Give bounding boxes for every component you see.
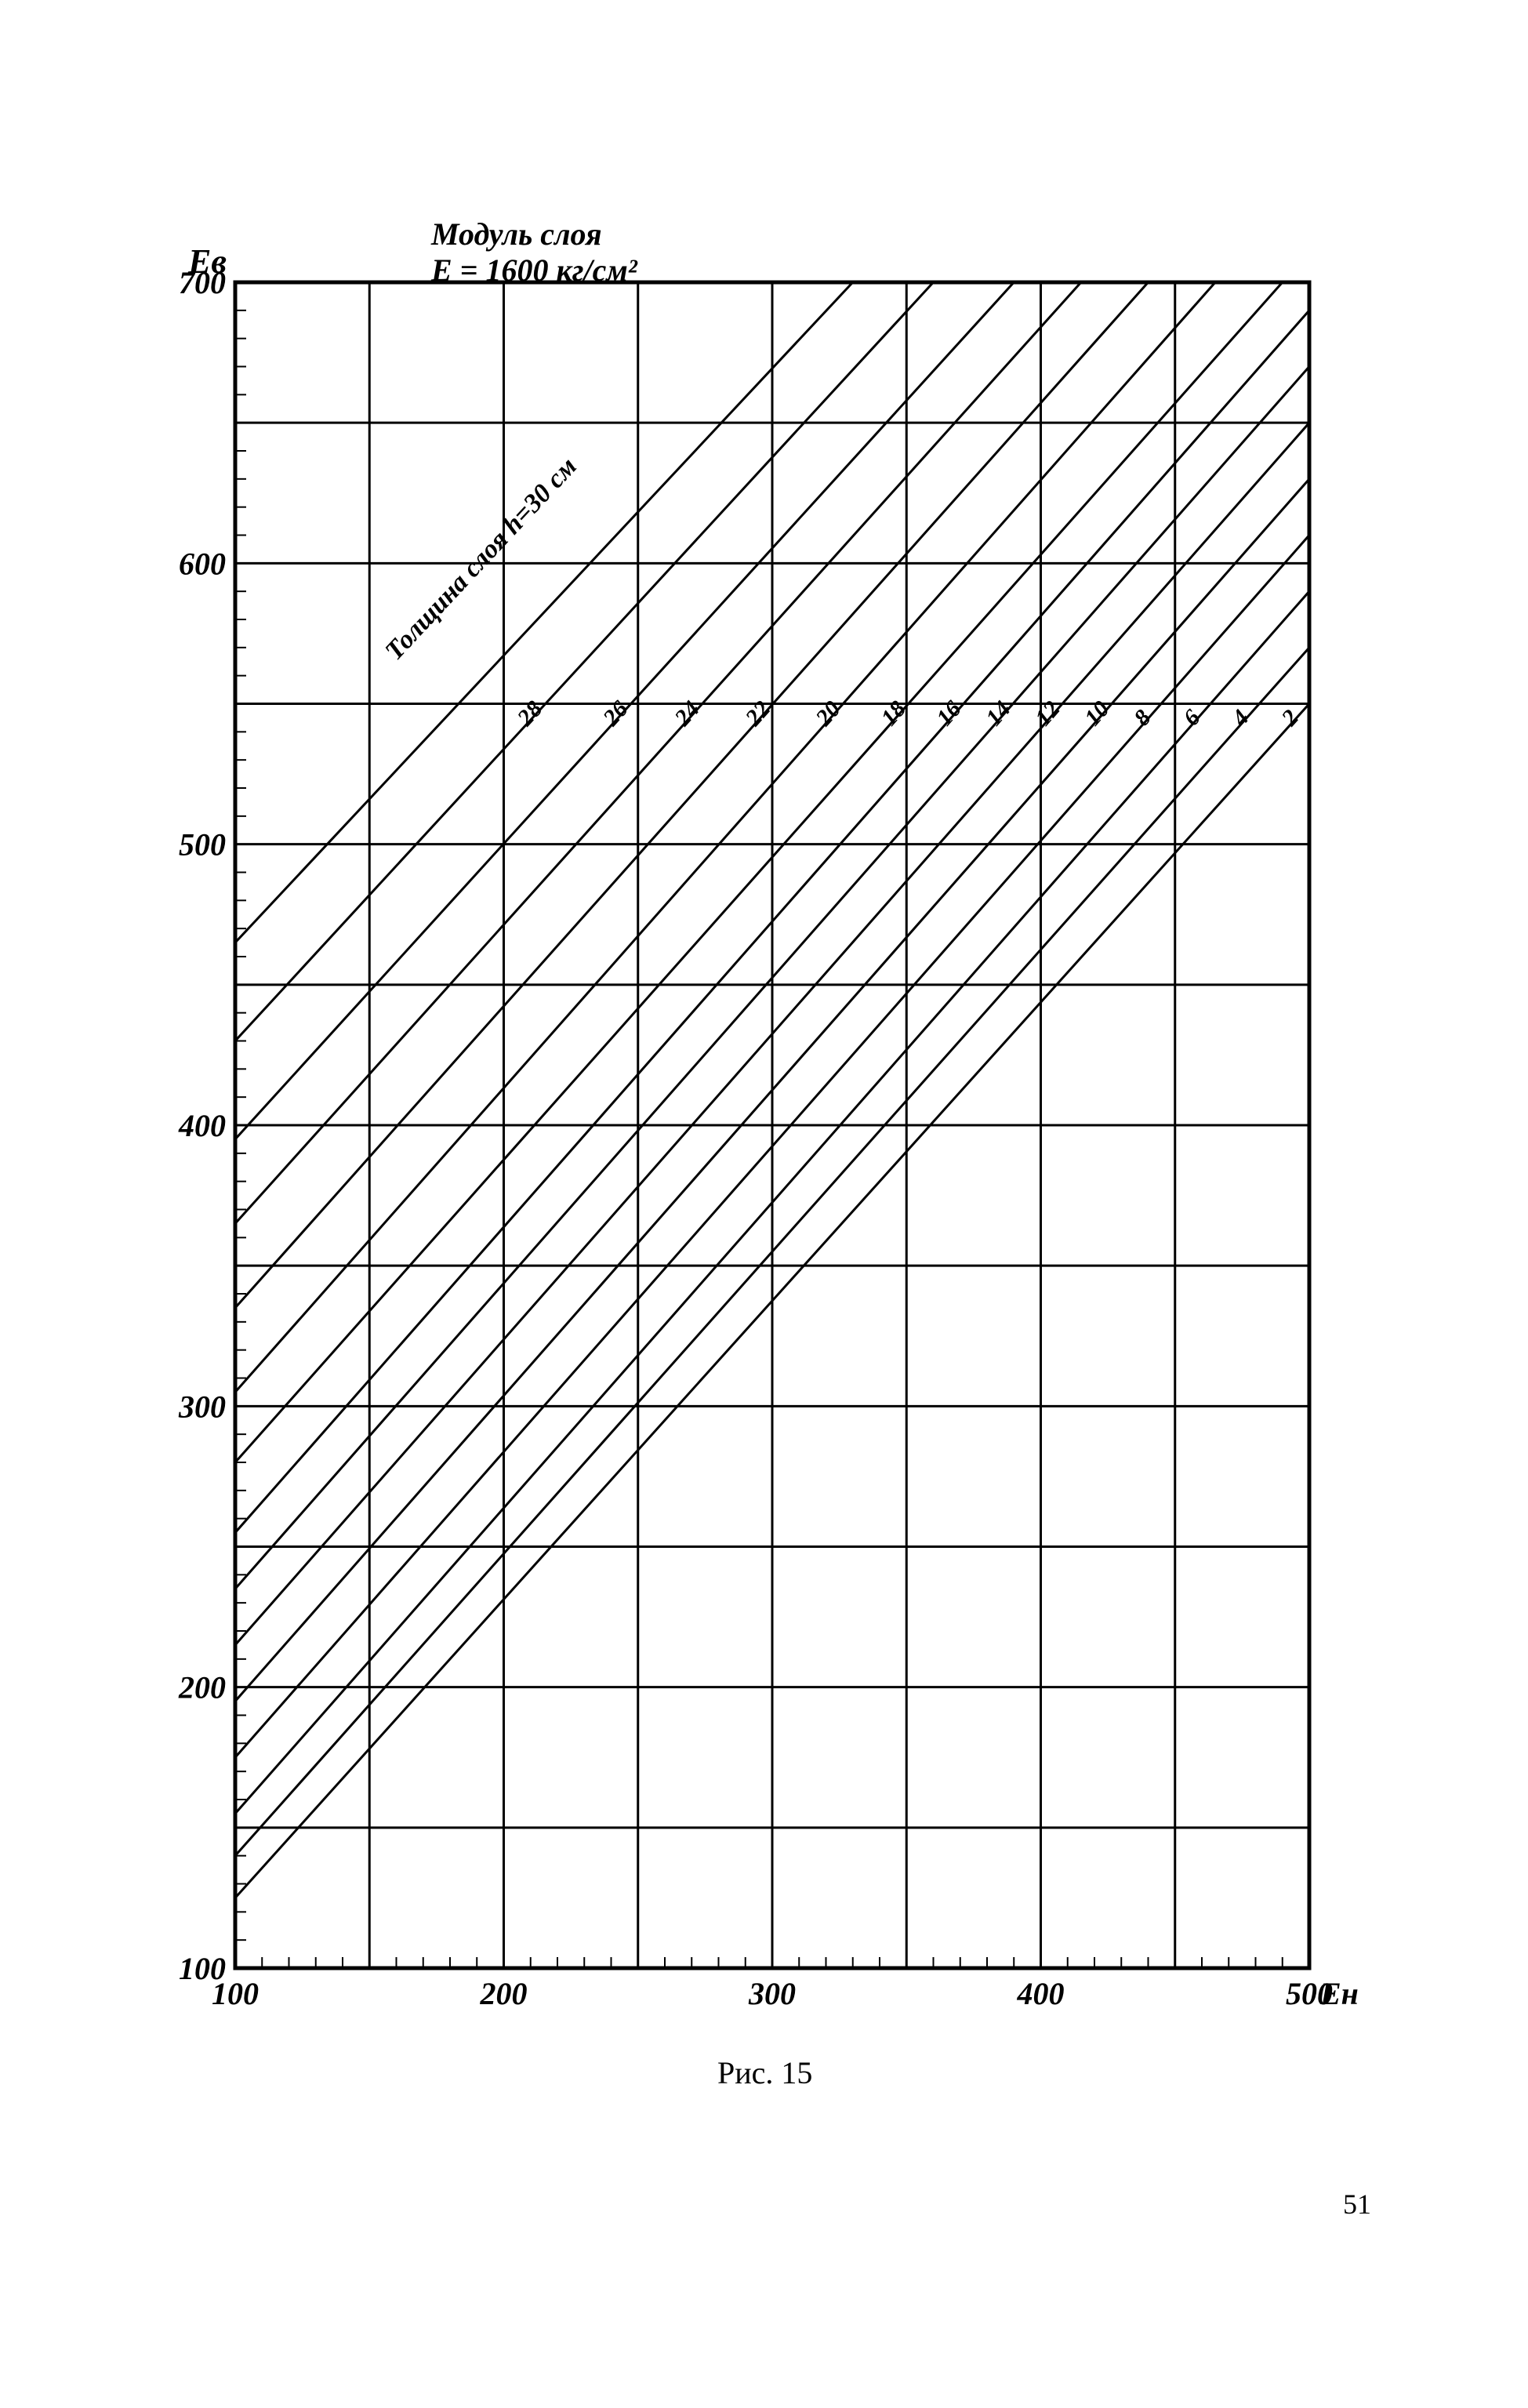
x-tick-label: 300 (748, 1976, 796, 2011)
y-tick-label: 600 (179, 546, 226, 581)
curve-line (235, 282, 934, 1041)
curve-label: 10 (1080, 696, 1115, 731)
curve-label: 6 (1178, 705, 1206, 731)
curve-label: 14 (981, 696, 1016, 731)
curve-title-label: Толщина слоя h=30 см (379, 452, 583, 666)
page-number: 51 (1343, 2188, 1371, 2221)
x-tick-label: 400 (1017, 1976, 1065, 2011)
curve-label: 16 (931, 696, 967, 731)
curve-label: 12 (1030, 696, 1065, 731)
curve-label: 2 (1276, 705, 1304, 732)
curve-label: 22 (740, 696, 775, 732)
x-tick-label: 100 (212, 1976, 259, 2011)
curve-label: 28 (512, 696, 547, 732)
y-tick-label: 400 (178, 1108, 226, 1143)
curve-line (235, 282, 1215, 1392)
curve-label: 26 (597, 696, 633, 732)
x-axis-label: Eн (1319, 1976, 1359, 2011)
chart-title-line: E = 1600 кг/см² (430, 252, 638, 288)
y-tick-label: 200 (178, 1670, 226, 1705)
curve-label: 20 (811, 696, 846, 732)
x-tick-label: 200 (480, 1976, 528, 2011)
y-tick-label: 300 (178, 1389, 226, 1424)
chart-title-line: Модуль слоя (430, 216, 602, 252)
curve-label: 24 (670, 696, 705, 732)
y-tick-label: 500 (179, 827, 226, 863)
y-axis-label: Eв (187, 242, 227, 281)
curve-line (235, 282, 1283, 1462)
figure-caption: Рис. 15 (717, 2054, 812, 2091)
curve-label: 8 (1129, 705, 1156, 731)
curve-label: 4 (1226, 705, 1254, 732)
page: 246810121416182022242628Толщина слоя h=3… (0, 0, 1528, 2408)
nomogram-chart: 246810121416182022242628Толщина слоя h=3… (0, 0, 1528, 2408)
chart-container: 246810121416182022242628Толщина слоя h=3… (0, 0, 1528, 2408)
